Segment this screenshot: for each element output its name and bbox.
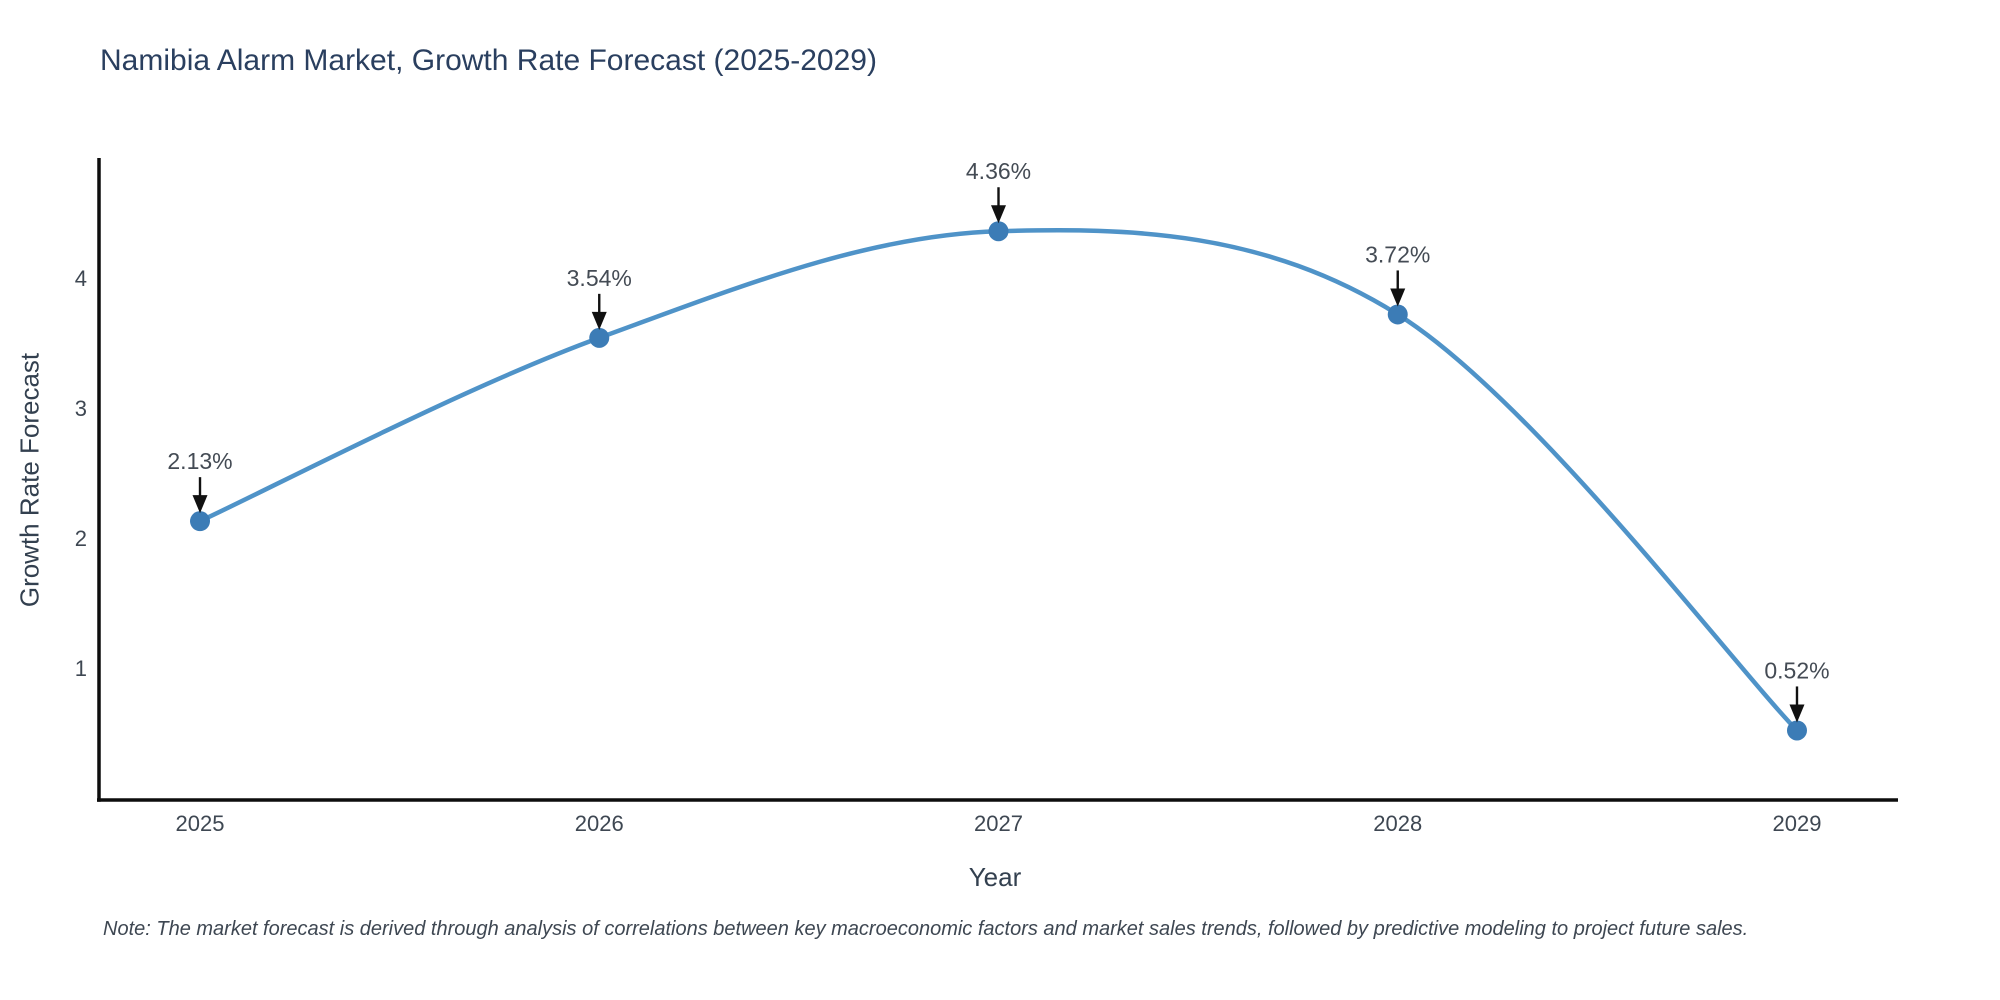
y-tick-label: 4 [75,266,87,291]
footnote: Note: The market forecast is derived thr… [103,918,1749,940]
x-tick-label: 2025 [176,811,225,836]
trend-line [197,228,1800,733]
point-value-label: 3.54% [567,265,632,291]
point-value-label: 2.13% [167,448,232,474]
y-axis-label: Growth Rate Forecast [14,352,45,608]
annotation-arrowhead-icon [1390,288,1406,307]
point-value-label: 4.36% [966,158,1031,184]
y-tick-label: 2 [75,526,87,551]
x-tick-label: 2027 [974,811,1023,836]
x-tick-label: 2029 [1773,811,1822,836]
annotation-arrowhead-icon [192,495,208,514]
point-value-label: 3.72% [1365,241,1430,267]
data-point [1786,720,1807,741]
y-tick-label: 1 [75,656,87,681]
x-tick-label: 2028 [1373,811,1422,836]
data-point [1387,304,1408,325]
point-value-label: 0.52% [1764,657,1829,683]
annotation-arrowhead-icon [591,311,607,330]
annotation-arrowhead-icon [1789,704,1805,723]
data-point [988,221,1009,242]
data-point [190,511,211,532]
x-tick-label: 2026 [575,811,624,836]
y-tick-label: 3 [75,396,87,421]
annotation-arrowhead-icon [991,205,1006,224]
x-axis-label: Year [968,862,1022,892]
data-point [589,327,610,348]
chart-title: Namibia Alarm Market, Growth Rate Foreca… [100,44,877,77]
